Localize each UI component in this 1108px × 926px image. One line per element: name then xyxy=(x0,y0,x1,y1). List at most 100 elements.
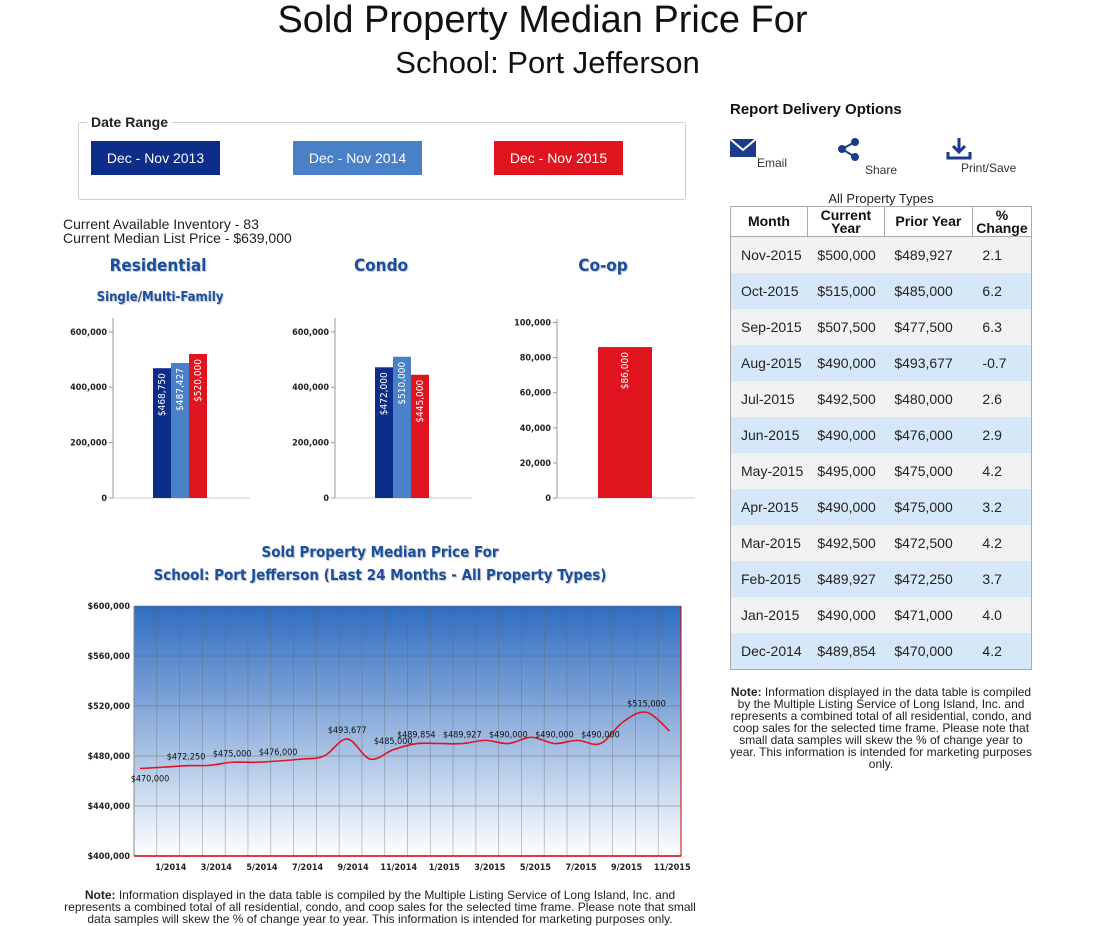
table-row: Nov-2015 $500,000 $489,927 2.1 xyxy=(730,236,1032,273)
table-row: Jan-2015 $490,000 $471,000 4.0 xyxy=(730,597,1032,633)
line-chart-title: Sold Property Median Price For xyxy=(261,543,499,561)
bar xyxy=(153,368,171,498)
data-label: $470,000 xyxy=(131,775,170,785)
y-tick-label: $400,000 xyxy=(87,852,130,862)
table-cell: $472,500 xyxy=(884,525,973,561)
table-row: Aug-2015 $490,000 $493,677 -0.7 xyxy=(730,345,1032,381)
table-row: Sep-2015 $507,500 $477,500 6.3 xyxy=(730,309,1032,345)
series-line xyxy=(139,711,671,770)
table-row: Feb-2015 $489,927 $472,250 3.7 xyxy=(730,561,1032,597)
table-cell: 2.1 xyxy=(972,236,1032,273)
note-bottom: Note: Information displayed in the data … xyxy=(60,889,700,925)
envelope-icon xyxy=(729,138,757,157)
data-label: $475,000 xyxy=(213,749,252,759)
col-change: % Change xyxy=(971,206,1033,237)
note-bottom-label: Note: xyxy=(84,888,116,902)
table-cell: $493,677 xyxy=(884,345,973,381)
y-tick-label: 200,000 xyxy=(70,439,107,449)
bar xyxy=(598,347,652,498)
bar xyxy=(411,374,429,498)
median-price-line-chart: $400,000 $440,000 $480,000 $520,000 $560,000… xyxy=(87,602,690,873)
table-cell: Sep-2015 xyxy=(730,309,808,345)
table-cell: $490,000 xyxy=(807,345,885,381)
date-range-2013-button[interactable]: Dec - Nov 2013 xyxy=(91,141,220,175)
table-cell: 2.9 xyxy=(972,417,1032,453)
x-tick-label: 11/2014 xyxy=(380,863,417,873)
residential-subtitle: Single/Multi-Family xyxy=(96,290,224,305)
report-delivery-title: Report Delivery Options xyxy=(730,101,902,118)
x-tick-label: 3/2015 xyxy=(474,863,505,873)
inventory-info: Current Available Inventory - 83 Current… xyxy=(63,217,292,245)
table-cell: 2.6 xyxy=(972,381,1032,417)
col-current-year: Current Year xyxy=(806,206,885,237)
table-cell: 4.2 xyxy=(972,525,1032,561)
table-cell: $489,854 xyxy=(807,633,885,670)
note-right: Note: Information displayed in the data … xyxy=(730,686,1032,770)
y-tick-label: 600,000 xyxy=(70,328,107,338)
share-icon xyxy=(838,138,859,161)
table-cell: $476,000 xyxy=(884,417,973,453)
y-tick-label: 0 xyxy=(545,494,551,504)
x-tick-label: 1/2014 xyxy=(155,863,186,873)
y-tick-label: $520,000 xyxy=(87,702,130,712)
print-save-label: Print/Save xyxy=(961,161,1017,175)
page-title: Sold Property Median Price For xyxy=(277,0,808,41)
data-label: $515,000 xyxy=(627,699,666,709)
table-cell: Apr-2015 xyxy=(730,489,808,525)
print-save-option[interactable]: Print/Save xyxy=(946,137,1026,177)
table-cell: $490,000 xyxy=(807,597,885,633)
y-tick-label: $560,000 xyxy=(87,652,130,662)
table-cell: $477,500 xyxy=(884,309,973,345)
table-cell: Jul-2015 xyxy=(730,381,808,417)
bar-value-label: $472,000 xyxy=(379,372,390,415)
note-right-label: Note: xyxy=(730,685,762,699)
y-tick-label: 20,000 xyxy=(520,459,552,469)
table-cell: -0.7 xyxy=(972,345,1032,381)
date-range-2014-button[interactable]: Dec - Nov 2014 xyxy=(293,141,422,175)
email-option[interactable]: Email xyxy=(729,136,789,176)
y-tick-label: 0 xyxy=(101,494,107,504)
data-label: $485,000 xyxy=(374,737,413,747)
table-cell: $495,000 xyxy=(807,453,885,489)
y-tick-label: $600,000 xyxy=(87,602,130,612)
data-label: $493,677 xyxy=(328,726,367,736)
table-cell: $475,000 xyxy=(884,453,973,489)
residential-title: Residential xyxy=(109,256,207,276)
x-tick-label: 7/2015 xyxy=(565,863,596,873)
table-cell: Dec-2014 xyxy=(730,633,808,670)
note-bottom-text: Information displayed in the data table … xyxy=(64,888,696,926)
table-cell: $480,000 xyxy=(884,381,973,417)
condo-bar-chart: 0 200,000 400,000 600,000 $472,000 $510,000 $4… xyxy=(292,318,472,504)
price-table: Month Current Year Prior Year % Change N… xyxy=(730,206,1033,670)
date-range-box xyxy=(78,122,686,200)
bar-value-label: $487,427 xyxy=(175,368,186,411)
table-cell: 4.2 xyxy=(972,633,1032,670)
table-cell: Mar-2015 xyxy=(730,525,808,561)
x-tick-label: 3/2014 xyxy=(201,863,232,873)
x-tick-label: 5/2014 xyxy=(246,863,277,873)
table-cell: Nov-2015 xyxy=(730,236,808,273)
share-option[interactable]: Share xyxy=(836,137,897,177)
data-label: $489,927 xyxy=(443,731,482,741)
table-cell: $507,500 xyxy=(807,309,885,345)
y-tick-label: $480,000 xyxy=(87,752,130,762)
table-cell: $492,500 xyxy=(807,381,885,417)
date-range-2015-button[interactable]: Dec - Nov 2015 xyxy=(494,141,623,175)
condo-title: Condo xyxy=(353,256,409,276)
bar-value-label: $445,000 xyxy=(415,379,426,422)
date-range-legend: Date Range xyxy=(87,114,173,130)
table-cell: $471,000 xyxy=(884,597,973,633)
table-cell: Jun-2015 xyxy=(730,417,808,453)
table-row: Dec-2014 $489,854 $470,000 4.2 xyxy=(730,633,1032,670)
col-month: Month xyxy=(730,206,808,237)
table-cell: Jan-2015 xyxy=(730,597,808,633)
table-cell: $489,927 xyxy=(884,236,973,273)
line-chart-subtitle: School: Port Jefferson (Last 24 Months -… xyxy=(153,566,607,584)
table-cell: 4.2 xyxy=(972,453,1032,489)
table-cell: $500,000 xyxy=(807,236,885,273)
table-cell: Oct-2015 xyxy=(730,273,808,309)
bar-value-label: $468,750 xyxy=(157,373,168,416)
note-right-text: Information displayed in the data table … xyxy=(730,685,1032,771)
plot-area xyxy=(134,606,681,856)
x-tick-label: 1/2015 xyxy=(429,863,460,873)
